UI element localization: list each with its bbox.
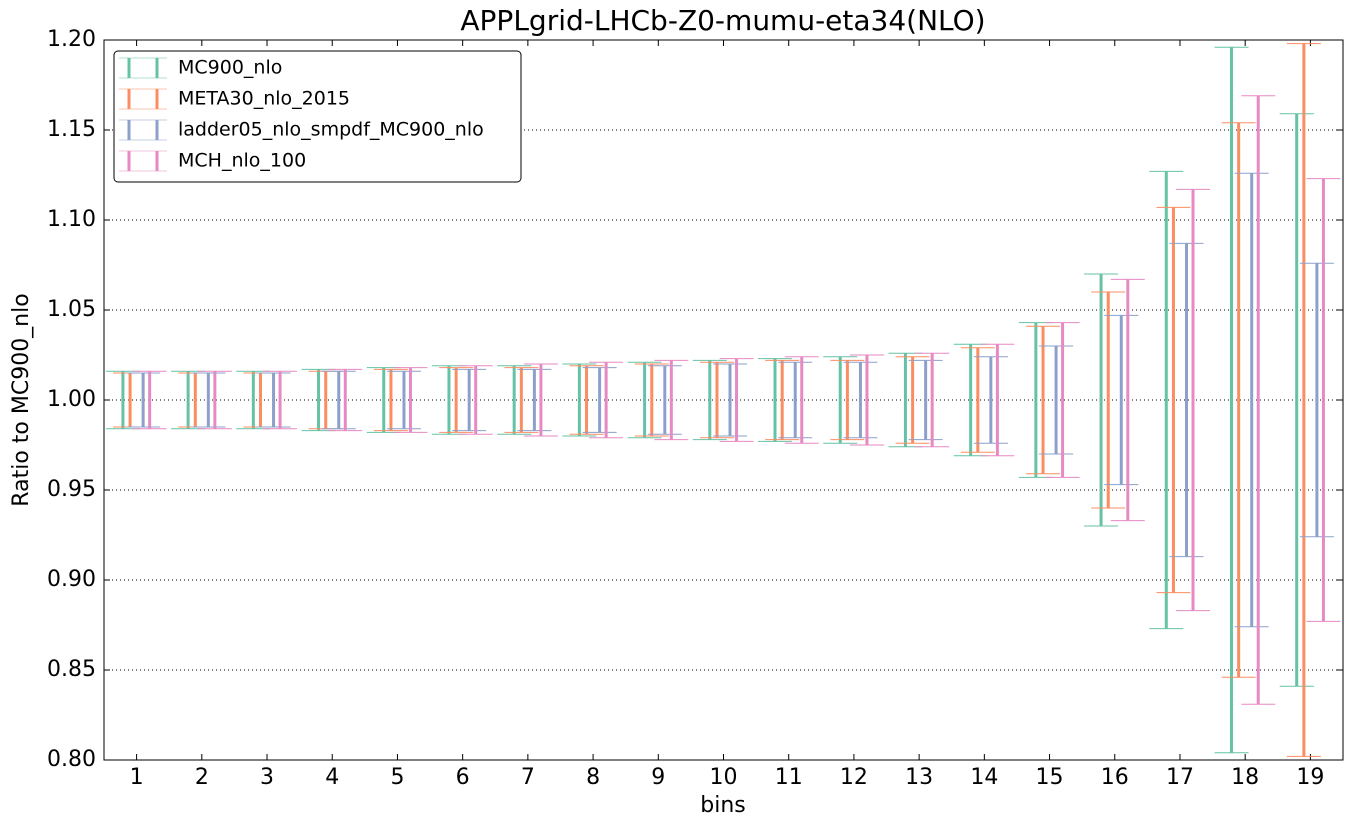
x-tick-label: 15 xyxy=(1036,765,1064,790)
x-tick-label: 16 xyxy=(1101,765,1129,790)
x-tick-label: 2 xyxy=(195,765,209,790)
y-tick-label: 0.90 xyxy=(47,567,96,592)
legend-label: ladder05_nlo_smpdf_MC900_nlo xyxy=(178,119,484,141)
legend-box xyxy=(113,50,522,183)
x-tick-label: 5 xyxy=(390,765,404,790)
x-tick-label: 8 xyxy=(586,765,600,790)
x-tick-label: 3 xyxy=(260,765,274,790)
x-tick-label: 18 xyxy=(1231,765,1259,790)
y-tick-label: 1.05 xyxy=(47,297,96,322)
x-tick-label: 13 xyxy=(905,765,933,790)
x-tick-label: 4 xyxy=(325,765,339,790)
x-tick-label: 14 xyxy=(970,765,998,790)
x-tick-label: 11 xyxy=(775,765,803,790)
legend-label: MC900_nlo xyxy=(178,57,282,79)
legend-label: META30_nlo_2015 xyxy=(178,88,350,110)
x-axis-label: bins xyxy=(700,793,745,818)
y-tick-label: 0.80 xyxy=(47,747,96,772)
chart-title: APPLgrid-LHCb-Z0-mumu-eta34(NLO) xyxy=(460,4,985,37)
y-tick-label: 1.15 xyxy=(47,117,96,142)
x-tick-label: 10 xyxy=(710,765,738,790)
x-tick-label: 7 xyxy=(521,765,535,790)
x-tick-label: 19 xyxy=(1296,765,1324,790)
x-tick-label: 6 xyxy=(456,765,470,790)
plot-frame xyxy=(103,39,1344,761)
x-tick-label: 12 xyxy=(840,765,868,790)
y-tick-label: 1.10 xyxy=(47,207,96,232)
y-tick-label: 0.85 xyxy=(47,657,96,682)
legend-label: MCH_nlo_100 xyxy=(178,150,306,172)
x-tick-label: 9 xyxy=(651,765,665,790)
y-tick-label: 0.95 xyxy=(47,477,96,502)
y-tick-label: 1.20 xyxy=(47,27,96,52)
x-tick-label: 17 xyxy=(1166,765,1194,790)
y-axis-label: Ratio to MC900_nlo xyxy=(9,293,34,506)
x-tick-label: 1 xyxy=(130,765,144,790)
y-tick-label: 1.00 xyxy=(47,387,96,412)
